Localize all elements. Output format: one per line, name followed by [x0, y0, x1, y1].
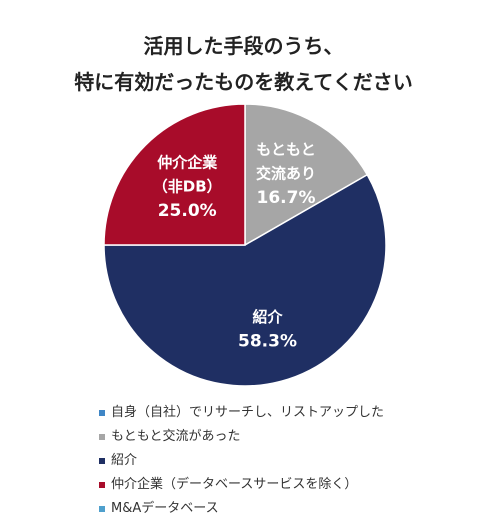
- legend-item-self-research: 自身（自社）でリサーチし、リストアップした: [99, 401, 479, 425]
- legend-swatch-ma-database: [99, 506, 105, 512]
- legend-item-referral: 紹介: [99, 449, 479, 473]
- legend-label-self-research: 自身（自社）でリサーチし、リストアップした: [111, 405, 385, 420]
- legend-swatch-self-research: [99, 410, 105, 416]
- slice-referral-percent-label: 58.3%: [238, 332, 297, 352]
- slice-intermediary: [103, 103, 246, 246]
- legend-label-existing-connection: もともと交流があった: [111, 429, 241, 444]
- chart-title-line-2: 特に有効だったものを教えてください: [74, 70, 413, 94]
- slice-existing-connection-name-label: もともと: [256, 141, 315, 159]
- slice-referral: [103, 173, 387, 387]
- legend-label-referral: 紹介: [111, 453, 138, 468]
- legend-item-ma-database: M&Aデータベース: [99, 497, 479, 521]
- slice-intermediary-name-label: 仲介企業: [157, 154, 218, 172]
- pie-slices: [103, 103, 387, 387]
- legend-item-existing-connection: もともと交流があった: [99, 425, 479, 449]
- slice-existing-connection: [244, 103, 369, 247]
- slice-intermediary-name-label: （非DB）: [153, 178, 222, 196]
- legend-label-intermediary: 仲介企業（データベースサービスを除く）: [111, 477, 358, 492]
- legend: 自身（自社）でリサーチし、リストアップした もともと交流があった 紹介 仲介企業…: [99, 401, 479, 521]
- legend-swatch-referral: [99, 458, 105, 464]
- slice-referral-name-label: 紹介: [252, 308, 283, 326]
- slice-existing-connection-name-label: 交流あり: [256, 165, 316, 183]
- legend-swatch-existing-connection: [99, 434, 105, 440]
- chart-title: 活用した手段のうち、 特に有効だったものを教えてください: [0, 28, 487, 100]
- slice-existing-connection-percent-label: 16.7%: [257, 188, 316, 208]
- slice-intermediary-percent-label: 25.0%: [158, 201, 217, 221]
- legend-label-ma-database: M&Aデータベース: [111, 501, 219, 516]
- legend-item-intermediary: 仲介企業（データベースサービスを除く）: [99, 473, 479, 497]
- chart-title-line-1: 活用した手段のうち、: [143, 34, 344, 58]
- legend-swatch-intermediary: [99, 482, 105, 488]
